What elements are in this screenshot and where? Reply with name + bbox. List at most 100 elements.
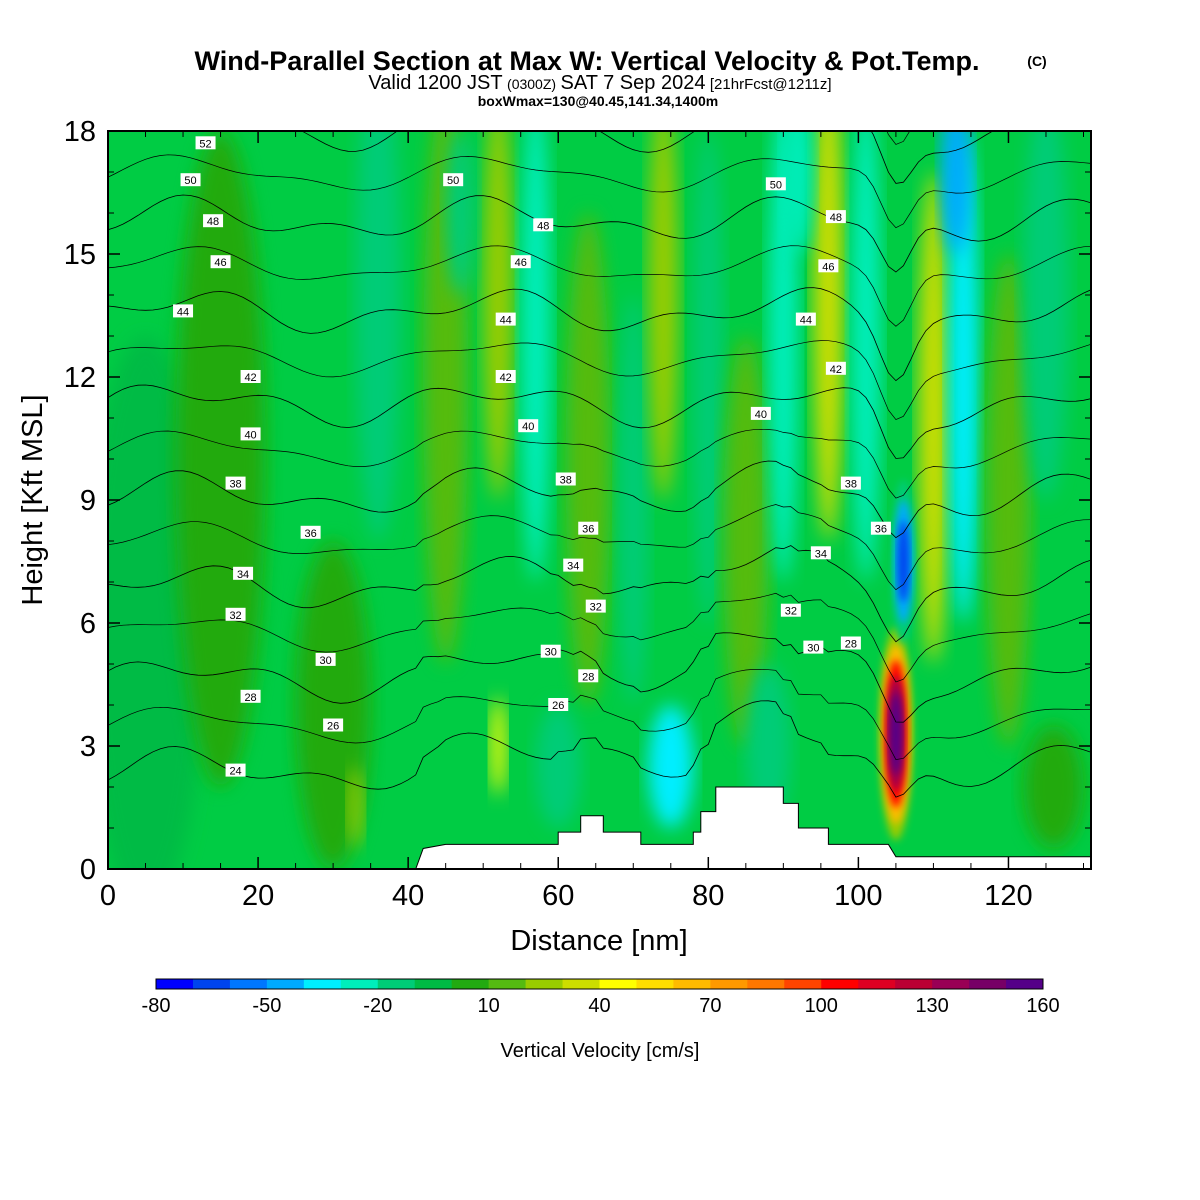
contour-label-box	[548, 698, 569, 711]
valid-prefix: Valid 1200 JST	[368, 72, 502, 94]
x-tick-label: 0	[100, 880, 116, 912]
contour-label: 24	[225, 763, 246, 778]
velocity-cell	[897, 520, 910, 603]
contour-label-box	[195, 136, 216, 150]
velocity-cell	[648, 705, 694, 828]
pot-temp-contour	[108, 504, 1091, 591]
contour-label-text: 36	[875, 524, 887, 536]
y-tick-label: 0	[80, 854, 96, 886]
colorbar-tick-label: -50	[252, 995, 281, 1017]
contour-label: 50	[443, 173, 464, 187]
contour-label: 38	[840, 476, 861, 491]
contour-label-text: 28	[244, 692, 256, 704]
contour-label-box	[810, 546, 831, 560]
contour-label-text: 52	[199, 138, 211, 150]
velocity-cell	[768, 131, 799, 582]
contour-label-box	[825, 210, 846, 224]
contour-label: 46	[510, 255, 531, 269]
colorbar-label: Vertical Velocity [cm/s]	[501, 1040, 700, 1062]
velocity-cell	[985, 254, 1031, 746]
colorbar-swatch	[747, 979, 785, 989]
contour-label: 52	[195, 136, 216, 150]
colorbar-swatch	[673, 979, 711, 989]
contour-label-box	[315, 652, 336, 666]
contour-label: 34	[810, 546, 831, 560]
contour-label: 48	[533, 218, 554, 232]
pot-temp-contour	[108, 700, 1091, 798]
velocity-cell	[618, 295, 649, 705]
colorbar-swatch	[858, 979, 896, 989]
contour-label: 36	[578, 521, 599, 536]
velocity-cell	[783, 131, 814, 254]
colorbar-swatch	[784, 979, 822, 989]
contour-label-text: 26	[327, 721, 339, 733]
y-tick-label: 15	[64, 239, 96, 271]
y-tick-label: 3	[80, 731, 96, 763]
contour-label-text: 48	[537, 220, 549, 232]
velocity-cell	[889, 692, 902, 775]
velocity-cell	[1023, 725, 1084, 849]
terrain	[108, 786, 1091, 869]
contour-label-text: 34	[237, 569, 249, 581]
contour-label: 44	[495, 312, 516, 327]
contour-label-text: 32	[590, 602, 602, 614]
y-tick-label: 9	[80, 485, 96, 517]
contour-label-text: 48	[207, 216, 219, 228]
colorbar-tick-label: 130	[915, 995, 948, 1017]
pot-temp-contour	[108, 0, 1091, 52]
contour-label: 38	[555, 472, 576, 487]
y-tick-label: 18	[64, 116, 96, 148]
terrain-fill	[108, 786, 1091, 869]
colorbar-swatch	[969, 979, 1007, 989]
velocity-cell	[813, 131, 844, 541]
contour-label-box	[578, 669, 599, 683]
pot-temp-contour	[108, 632, 1091, 723]
contour-label: 38	[225, 476, 246, 491]
contour-label: 32	[585, 599, 606, 614]
contour-label-text: 28	[582, 671, 594, 683]
contour-label-box	[240, 689, 261, 703]
contour-label: 30	[540, 644, 561, 659]
contour-label: 36	[300, 525, 321, 540]
velocity-cell	[535, 705, 581, 828]
copyright-mark: (C)	[1027, 53, 1046, 69]
contour-label-box	[225, 763, 246, 777]
colorbar-swatch	[229, 979, 268, 989]
velocity-cell	[355, 131, 401, 541]
contour-label-box	[578, 521, 599, 535]
contour-label-box	[765, 177, 786, 191]
velocity-cell	[648, 131, 679, 500]
contour-label: 28	[578, 669, 599, 683]
contour-label-text: 34	[815, 548, 827, 560]
contour-label-box	[180, 173, 201, 187]
pot-temp-contour	[108, 384, 1091, 459]
pot-temp-contour	[108, 245, 1091, 327]
velocity-cell	[348, 766, 364, 849]
contour-label-box	[233, 566, 254, 580]
velocity-cell	[918, 172, 949, 664]
contour-label-box	[173, 304, 194, 318]
colorbar-swatch	[451, 979, 490, 989]
contour-label: 40	[518, 419, 539, 433]
colorbar-tick-label: 10	[478, 995, 500, 1017]
pot-temp-contour	[108, 340, 1091, 421]
valid-time-line: Valid 1200 JST (0300Z) SAT 7 Sep 2024 [2…	[368, 72, 831, 94]
colorbar-swatch	[192, 979, 231, 989]
velocity-cell	[490, 696, 506, 796]
contour-label-box	[495, 370, 516, 383]
contour-label-box	[240, 370, 261, 383]
pot-temp-contour	[108, 287, 1091, 382]
contour-label-text: 26	[552, 700, 564, 712]
x-tick-label: 40	[392, 880, 424, 912]
contour-label-text: 32	[785, 606, 797, 618]
contour-label-text: 34	[567, 561, 579, 573]
contour-label-box	[210, 255, 231, 269]
contour-label-text: 44	[177, 306, 189, 318]
contour-label-text: 36	[304, 528, 316, 540]
velocity-cell	[850, 131, 881, 582]
velocity-cell	[723, 336, 769, 746]
forecast-info: [21hrFcst@1211z]	[710, 76, 832, 93]
contour-label-text: 46	[822, 261, 834, 273]
contour-label-box	[795, 312, 816, 326]
